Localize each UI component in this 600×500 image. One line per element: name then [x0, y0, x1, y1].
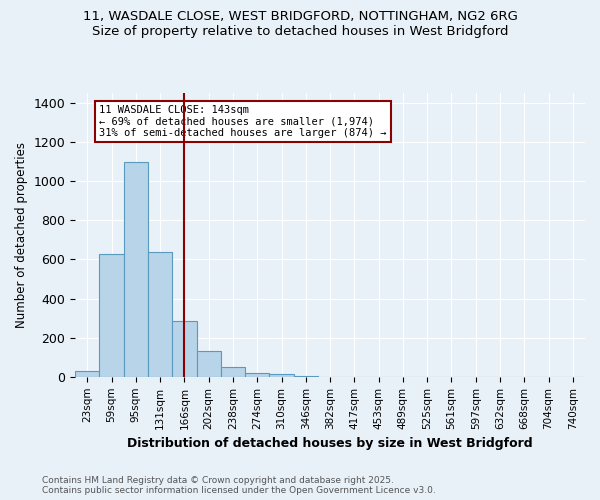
Y-axis label: Number of detached properties: Number of detached properties [15, 142, 28, 328]
Bar [245, 373, 269, 377]
Bar [269, 374, 293, 377]
Bar [100, 254, 124, 377]
Bar [221, 367, 245, 377]
Text: Contains HM Land Registry data © Crown copyright and database right 2025.
Contai: Contains HM Land Registry data © Crown c… [42, 476, 436, 495]
Bar [172, 321, 197, 377]
Bar [75, 371, 100, 377]
Text: 11, WASDALE CLOSE, WEST BRIDGFORD, NOTTINGHAM, NG2 6RG
Size of property relative: 11, WASDALE CLOSE, WEST BRIDGFORD, NOTTI… [83, 10, 517, 38]
X-axis label: Distribution of detached houses by size in West Bridgford: Distribution of detached houses by size … [127, 437, 533, 450]
Bar [197, 352, 221, 377]
Text: 11 WASDALE CLOSE: 143sqm
← 69% of detached houses are smaller (1,974)
31% of sem: 11 WASDALE CLOSE: 143sqm ← 69% of detach… [100, 104, 387, 138]
Bar [148, 252, 172, 377]
Bar [293, 376, 318, 377]
Bar [124, 162, 148, 377]
